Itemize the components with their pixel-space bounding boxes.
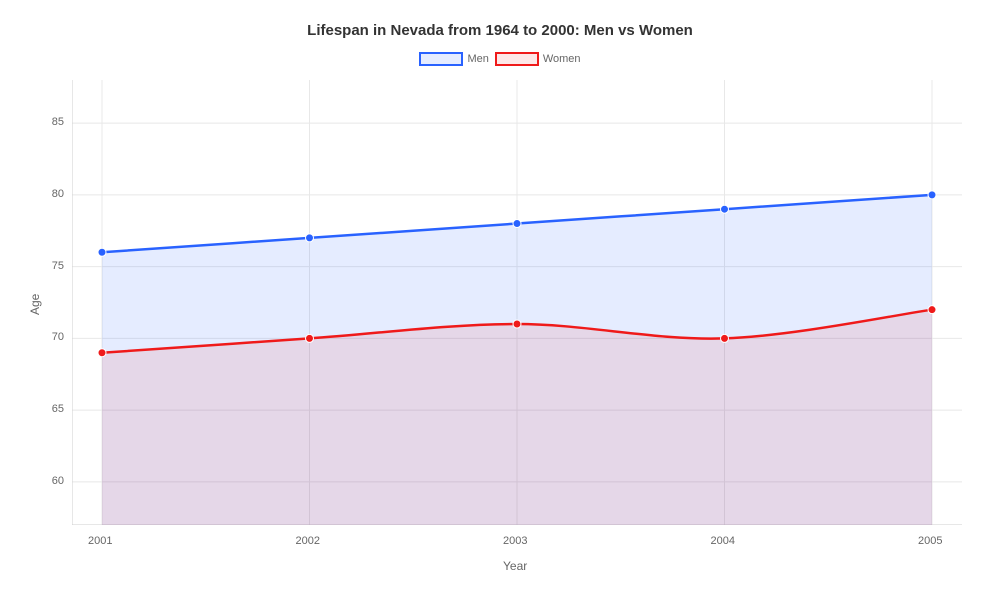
y-tick-label: 70 xyxy=(52,331,64,343)
legend-label-women: Women xyxy=(543,53,581,65)
legend: Men Women xyxy=(0,52,1000,66)
chart-svg xyxy=(72,80,962,525)
y-tick-label: 65 xyxy=(52,403,64,415)
x-tick-label: 2004 xyxy=(711,535,735,547)
y-tick-label: 85 xyxy=(52,116,64,128)
y-tick-label: 80 xyxy=(52,188,64,200)
x-tick-label: 2005 xyxy=(918,535,942,547)
legend-label-men: Men xyxy=(467,53,488,65)
x-axis-title: Year xyxy=(503,559,527,573)
y-tick-label: 75 xyxy=(52,260,64,272)
x-tick-label: 2003 xyxy=(503,535,527,547)
x-tick-label: 2001 xyxy=(88,535,112,547)
x-tick-label: 2002 xyxy=(296,535,320,547)
plot-area xyxy=(72,80,962,525)
y-tick-label: 60 xyxy=(52,475,64,487)
legend-item-women: Women xyxy=(495,52,581,66)
chart-title: Lifespan in Nevada from 1964 to 2000: Me… xyxy=(0,22,1000,39)
legend-item-men: Men xyxy=(419,52,488,66)
legend-swatch-men xyxy=(419,52,463,66)
legend-swatch-women xyxy=(495,52,539,66)
y-axis-title: Age xyxy=(28,293,42,314)
chart-container: Lifespan in Nevada from 1964 to 2000: Me… xyxy=(0,0,1000,600)
